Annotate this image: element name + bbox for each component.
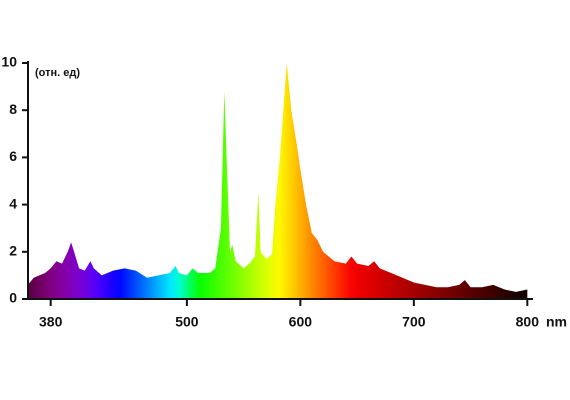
x-tick-label: 380 xyxy=(39,314,63,330)
y-tick-label: 2 xyxy=(9,243,17,259)
y-tick-label: 0 xyxy=(9,290,17,306)
y-tick-label: 4 xyxy=(9,195,17,211)
y-tick-label: 10 xyxy=(1,54,17,70)
x-tick-label: 800 xyxy=(516,314,540,330)
x-tick-label: 700 xyxy=(402,314,426,330)
y-tick-label: 8 xyxy=(9,101,17,117)
x-axis-label: nm xyxy=(546,314,567,330)
spectrum-area xyxy=(28,63,528,299)
x-tick-label: 500 xyxy=(175,314,199,330)
x-tick-label: 600 xyxy=(289,314,313,330)
annotation: (отн. ед) xyxy=(35,67,80,79)
y-tick-label: 6 xyxy=(9,148,17,164)
